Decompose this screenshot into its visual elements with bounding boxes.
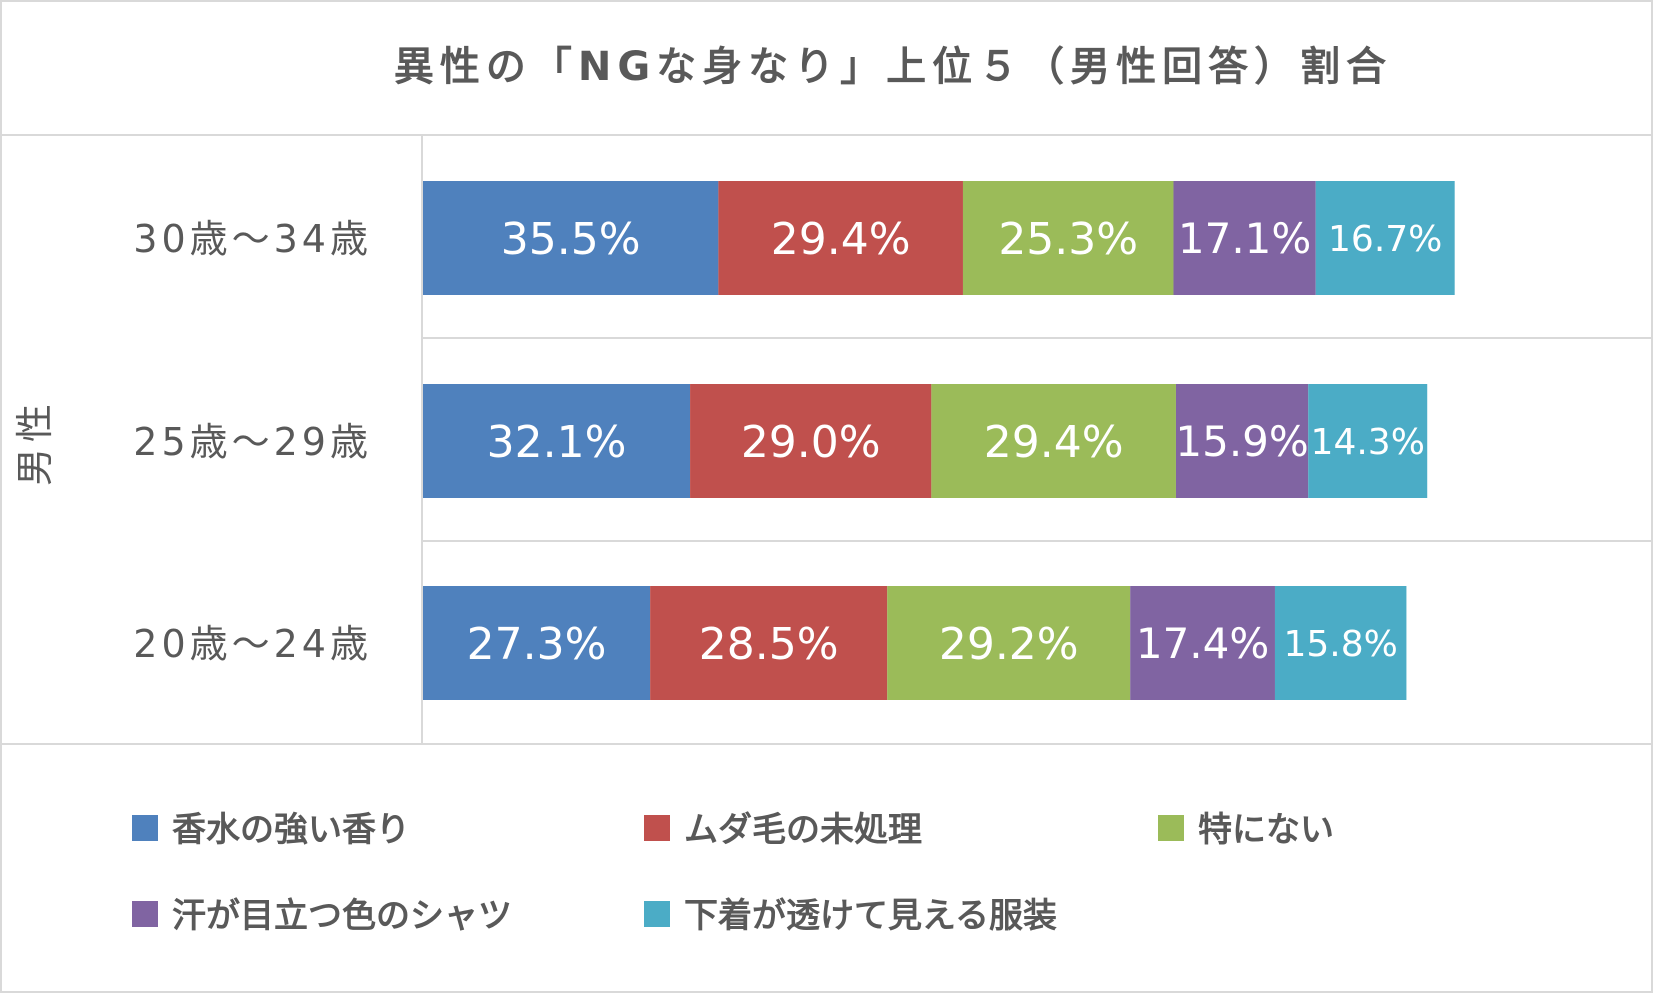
data-label: 17.4% [1136, 619, 1269, 668]
category-label: 20歳～24歳 [133, 622, 372, 666]
bar-segment [423, 181, 719, 295]
data-label: 14.3% [1311, 422, 1425, 463]
bar-segment [1308, 384, 1428, 498]
bar-segment [931, 384, 1176, 498]
bar-segment [1175, 384, 1309, 498]
bar-segment [690, 384, 932, 498]
data-label: 17.1% [1178, 214, 1311, 263]
legend-label: 特にない [1198, 810, 1334, 850]
legend-label: 香水の強い香り [172, 810, 410, 850]
legend-swatch [132, 815, 158, 841]
data-label: 29.4% [771, 214, 911, 265]
category-label: 25歳～29歳 [133, 420, 372, 464]
data-label: 29.4% [984, 417, 1124, 468]
data-label: 32.1% [487, 417, 627, 468]
bar-segment [1173, 181, 1316, 295]
legend-label: 汗が目立つ色のシャツ [172, 896, 512, 936]
bar-segment [1130, 586, 1275, 700]
category-label: 30歳～34歳 [133, 217, 372, 261]
category-labels: 30歳～34歳 25歳～29歳 20歳～24歳 [133, 217, 372, 666]
bar-segment [887, 586, 1131, 700]
bar-segment [718, 181, 963, 295]
data-label: 15.9% [1175, 417, 1308, 466]
data-label: 25.3% [998, 214, 1138, 265]
legend-label: 下着が透けて見える服装 [684, 896, 1057, 936]
data-label: 28.5% [699, 619, 839, 670]
data-label: 27.3% [467, 619, 607, 670]
bar-segment [423, 384, 691, 498]
legend-swatch [132, 901, 158, 927]
legend-label: ムダ毛の未処理 [684, 810, 922, 850]
chart-title: 異性の「NGな身なり」上位５（男性回答）割合 [394, 44, 1392, 90]
data-label: 29.0% [741, 417, 881, 468]
legend-swatch [1158, 815, 1184, 841]
bar-segment [1274, 586, 1407, 700]
data-label: 15.8% [1284, 624, 1398, 665]
bar-segment [423, 586, 651, 700]
bar-segment [962, 181, 1174, 295]
bars: 35.5% 29.4% 25.3% 17.1% 16.7% 32.1% 29.0% 29.4%… [423, 181, 1455, 700]
bar-segment [1315, 181, 1455, 295]
bar-segment [650, 586, 888, 700]
group-label: 男性 [13, 398, 57, 486]
legend-swatch [644, 901, 670, 927]
data-label: 35.5% [501, 214, 641, 265]
legend-swatch [644, 815, 670, 841]
data-label: 29.2% [939, 619, 1079, 670]
data-label: 16.7% [1328, 219, 1442, 260]
